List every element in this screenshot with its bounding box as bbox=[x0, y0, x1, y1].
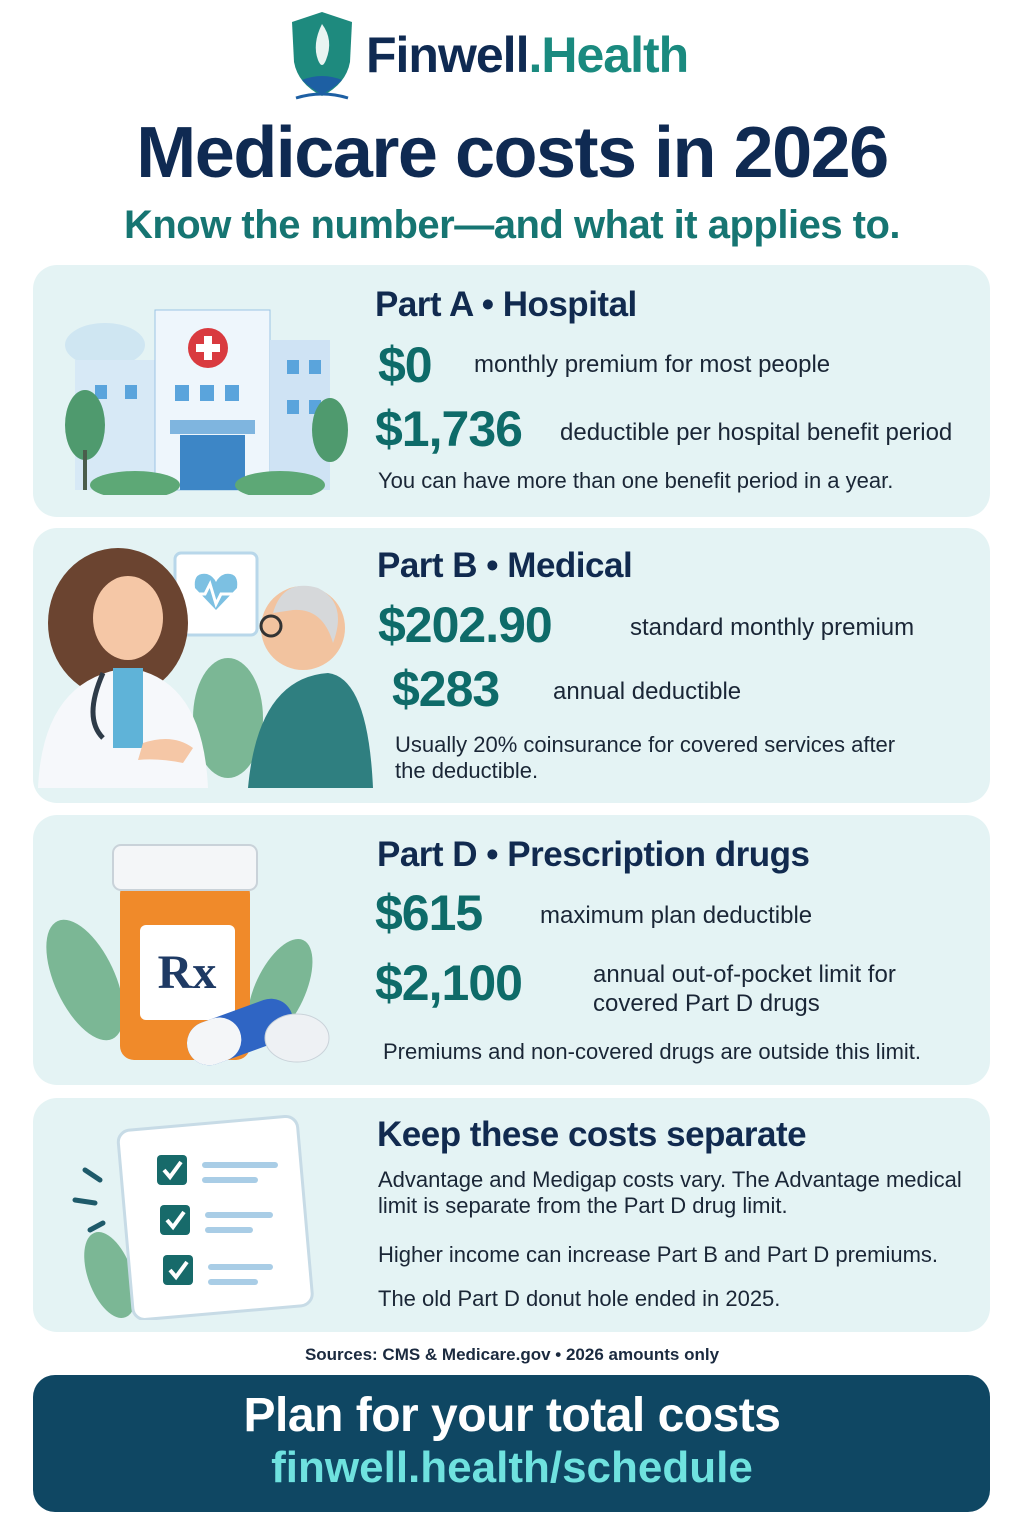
section-heading: Keep these costs separate bbox=[377, 1115, 807, 1154]
section-note: Advantage and Medigap costs vary. The Ad… bbox=[378, 1167, 962, 1219]
amount: $615 bbox=[375, 885, 483, 941]
checklist-illustration bbox=[72, 1115, 314, 1320]
amount: $202.90 bbox=[378, 597, 553, 653]
hospital-illustration bbox=[65, 309, 348, 495]
amount: $283 bbox=[392, 661, 500, 717]
cta-title: Plan for your total costs bbox=[243, 1389, 781, 1442]
brand-suffix: .Health bbox=[528, 27, 689, 83]
amount-text: deductible per hospital benefit period bbox=[560, 419, 953, 446]
section-heading: Part B • Medical bbox=[377, 546, 633, 585]
amount: $0 bbox=[378, 337, 433, 393]
doctor-illustration bbox=[38, 548, 373, 788]
amount-text: standard monthly premium bbox=[630, 614, 915, 641]
amount-text: maximum plan deductible bbox=[540, 902, 813, 929]
subtitle: Know the number—and what it applies to. bbox=[123, 203, 901, 247]
section-note: Higher income can increase Part B and Pa… bbox=[378, 1242, 939, 1267]
rx-symbol: Rx bbox=[158, 946, 217, 999]
logo bbox=[292, 12, 352, 100]
title: Medicare costs in 2026 bbox=[136, 113, 889, 193]
section-note: The old Part D donut hole ended in 2025. bbox=[378, 1286, 781, 1311]
cta-banner[interactable] bbox=[33, 1375, 990, 1512]
pill-bottle-illustration: Rx bbox=[46, 844, 330, 1066]
amount-text: annual out-of-pocket limit for covered P… bbox=[593, 961, 896, 1017]
section-note: Premiums and non-covered drugs are outsi… bbox=[383, 1039, 922, 1064]
section-heading: Part D • Prescription drugs bbox=[377, 835, 810, 874]
brand-name: Finwell bbox=[366, 27, 529, 83]
amount-text: annual deductible bbox=[553, 678, 742, 705]
section-note: Usually 20% coinsurance for covered serv… bbox=[395, 732, 896, 784]
cta-link[interactable]: finwell.health/schedule bbox=[271, 1443, 753, 1492]
amount: $2,100 bbox=[375, 955, 523, 1011]
amount: $1,736 bbox=[375, 401, 523, 457]
amount-text: monthly premium for most people bbox=[474, 351, 831, 378]
sources: Sources: CMS & Medicare.gov • 2026 amoun… bbox=[304, 1345, 720, 1364]
brand: Finwell.Health bbox=[366, 26, 689, 84]
section-heading: Part A • Hospital bbox=[375, 285, 637, 324]
section-note: You can have more than one benefit perio… bbox=[378, 468, 894, 493]
